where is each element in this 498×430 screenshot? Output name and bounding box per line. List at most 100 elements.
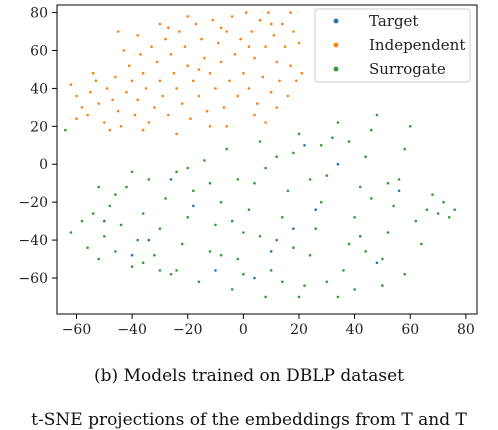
independent-point [286, 94, 290, 98]
surrogate-point [353, 216, 356, 219]
surrogate-point [308, 253, 312, 257]
independent-point [147, 121, 151, 124]
surrogate-point [269, 269, 273, 272]
surrogate-point [319, 144, 323, 147]
surrogate-point [91, 212, 95, 215]
surrogate-point [208, 181, 212, 185]
surrogate-point [314, 227, 318, 230]
independent-point [150, 45, 153, 48]
surrogate-point [175, 170, 178, 174]
surrogate-point [425, 208, 429, 211]
surrogate-point [236, 178, 240, 181]
independent-point [228, 79, 231, 83]
surrogate-point [358, 185, 362, 189]
x-tick-label: −40 [117, 322, 147, 338]
target-point [103, 219, 106, 223]
independent-point [186, 64, 189, 67]
independent-point [139, 53, 142, 56]
surrogate-point [325, 174, 329, 177]
target-point [375, 261, 379, 265]
legend-label-target: Target [369, 12, 418, 30]
surrogate-point [108, 204, 112, 208]
surrogate-point [308, 178, 312, 181]
surrogate-point [386, 181, 390, 185]
independent-point [175, 87, 178, 90]
independent-point [136, 98, 139, 102]
target-point [314, 208, 318, 211]
y-tick-label: 60 [30, 43, 48, 59]
surrogate-point [225, 147, 228, 151]
surrogate-point [97, 257, 100, 261]
target-point [130, 253, 134, 257]
surrogate-point [219, 200, 223, 204]
independent-point [219, 26, 223, 30]
surrogate-point [303, 284, 306, 287]
surrogate-point [175, 269, 178, 272]
legend-frame [314, 8, 471, 83]
surrogate-point [64, 128, 67, 132]
x-tick-label: 60 [401, 322, 419, 338]
independent-point [128, 64, 131, 67]
independent-point [75, 117, 78, 120]
independent-point [230, 15, 234, 18]
independent-point [86, 113, 89, 117]
surrogate-point [180, 242, 184, 246]
surrogate-point [397, 178, 401, 181]
surrogate-point [364, 155, 368, 158]
surrogate-point [230, 288, 234, 291]
surrogate-point [353, 288, 356, 291]
figure-caption: (b) Models trained on DBLP dataset [94, 366, 404, 386]
y-tick-label: 0 [39, 157, 48, 173]
surrogate-point [125, 185, 128, 189]
surrogate-point [147, 178, 151, 181]
surrogate-point [347, 242, 351, 246]
surrogate-point [281, 280, 284, 284]
surrogate-point [242, 231, 245, 234]
surrogate-point [141, 212, 145, 215]
independent-point [294, 79, 298, 83]
surrogate-point [69, 231, 73, 234]
surrogate-point [258, 140, 262, 143]
surrogate-point [297, 295, 301, 299]
surrogate-point [264, 295, 267, 299]
independent-point [205, 109, 209, 113]
legend-marker-surrogate [333, 66, 339, 72]
independent-point [272, 34, 276, 37]
target-point [147, 238, 151, 242]
legend-label-independent: Independent [369, 36, 465, 54]
surrogate-point [275, 155, 279, 158]
independent-point [297, 41, 301, 45]
independent-point [269, 90, 273, 94]
independent-point [200, 37, 203, 41]
surrogate-point [403, 147, 407, 151]
independent-point [114, 75, 117, 79]
surrogate-point [420, 242, 423, 246]
legend-marker-target [333, 18, 339, 24]
target-point [269, 250, 273, 253]
target-point [336, 162, 340, 166]
surrogate-point [130, 170, 134, 174]
y-tick-label: −60 [18, 271, 48, 287]
surrogate-point [297, 132, 301, 136]
surrogate-point [214, 223, 217, 227]
independent-point [116, 30, 120, 33]
surrogate-point [292, 246, 295, 249]
plot-frame [56, 4, 478, 315]
surrogate-point [136, 238, 139, 242]
surrogate-point [186, 216, 189, 219]
independent-point [141, 71, 145, 75]
independent-point [247, 87, 251, 90]
surrogate-point [392, 204, 395, 208]
surrogate-point [447, 216, 451, 219]
x-tick-label: 40 [346, 322, 364, 338]
independent-point [214, 87, 217, 90]
y-tick-label: 80 [30, 6, 48, 22]
surrogate-point [186, 166, 189, 170]
surrogate-point [219, 253, 223, 257]
target-point [303, 144, 306, 147]
surrogate-point [86, 246, 89, 249]
independent-point [89, 90, 92, 94]
surrogate-point [414, 219, 418, 223]
independent-point [203, 56, 206, 60]
target-point [253, 276, 256, 280]
